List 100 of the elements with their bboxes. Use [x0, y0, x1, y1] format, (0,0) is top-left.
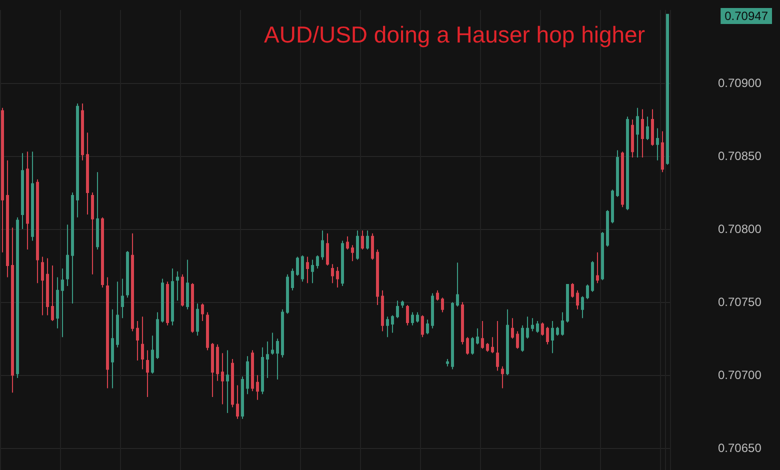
y-tick-label: 0.70900 — [718, 76, 762, 90]
candlestick — [51, 265, 54, 322]
candlestick — [216, 344, 219, 382]
candlestick — [306, 256, 309, 284]
candlestick — [236, 384, 239, 420]
candlestick — [361, 230, 364, 250]
candlestick — [311, 259, 314, 284]
candlestick — [71, 192, 74, 304]
candlestick — [641, 108, 644, 158]
candlestick — [611, 189, 614, 224]
candlestick — [456, 262, 459, 307]
candlestick — [506, 308, 509, 376]
candlestick — [546, 326, 549, 345]
y-tick-label: 0.70850 — [718, 149, 762, 164]
candlestick — [666, 14, 669, 166]
candlestick — [281, 308, 284, 358]
candlestick — [571, 282, 574, 298]
candlestick — [421, 314, 424, 338]
candlestick — [171, 268, 174, 326]
candlestick — [101, 216, 104, 288]
candlestick — [521, 324, 524, 352]
candlestick — [81, 102, 84, 161]
candlestick — [221, 352, 224, 405]
candlestick — [436, 290, 439, 302]
candlestick — [6, 160, 9, 278]
candlestick — [501, 366, 504, 389]
candlestick — [596, 252, 599, 284]
candlestick — [346, 236, 349, 250]
candlestick — [416, 312, 419, 324]
candlestick — [661, 130, 664, 173]
candlestick — [321, 230, 324, 260]
candlestick — [176, 270, 179, 302]
candlestick — [196, 303, 199, 336]
candlestick — [26, 151, 29, 250]
candlestick — [471, 336, 474, 356]
candlestick — [41, 256, 44, 316]
candlestick — [266, 340, 269, 378]
candlestick — [621, 151, 624, 208]
candlestick — [411, 312, 414, 326]
candlestick — [401, 300, 404, 308]
text: 0.70947 — [724, 9, 768, 23]
candlestick — [181, 274, 184, 307]
candlestick — [446, 358, 449, 367]
text: AUD/USD doing a Hauser hop higher — [264, 22, 646, 48]
candlestick — [581, 296, 584, 319]
y-tick-label: 0.70650 — [718, 441, 762, 456]
candlestick — [106, 276, 109, 389]
candlestick — [206, 312, 209, 351]
candlestick — [511, 318, 514, 340]
candlestick — [441, 297, 444, 313]
candlestick — [631, 119, 634, 158]
candlestick — [146, 350, 149, 398]
candlestick — [466, 336, 469, 356]
candlestick — [261, 346, 264, 395]
candlestick — [156, 312, 159, 360]
candlestick — [121, 278, 124, 319]
candlestick — [536, 320, 539, 334]
candlestick — [601, 231, 604, 281]
candlestick — [526, 316, 529, 340]
candlestick — [331, 264, 334, 284]
candlestick — [586, 284, 589, 300]
candlestick — [66, 224, 69, 286]
candlestick — [391, 314, 394, 334]
candlestick — [326, 232, 329, 266]
candlestick — [371, 232, 374, 260]
y-tick-label: 0.70800 — [718, 222, 762, 236]
candlestick — [141, 316, 144, 370]
candlestick — [16, 216, 19, 378]
candlestick — [556, 326, 559, 336]
candlestick — [296, 256, 299, 276]
candlestick — [1, 107, 4, 253]
candlestick — [136, 320, 139, 361]
candlestick — [111, 308, 114, 389]
candlestick — [76, 102, 79, 218]
candlestick — [301, 254, 304, 282]
candlestick — [271, 332, 274, 356]
candlestick — [131, 232, 134, 332]
candlestick — [431, 292, 434, 329]
candlestick — [231, 358, 234, 408]
candlestick — [656, 128, 659, 161]
candlestick — [276, 338, 279, 380]
candlestick — [551, 320, 554, 354]
candlestick — [91, 192, 94, 275]
candlestick — [651, 108, 654, 146]
candlestick — [576, 290, 579, 310]
candlestick — [406, 304, 409, 326]
candlestick — [241, 376, 244, 420]
candlestick — [461, 302, 464, 345]
candlestick — [11, 227, 14, 394]
candlestick — [246, 356, 249, 395]
candlestick — [86, 132, 89, 215]
candlestick — [251, 350, 254, 392]
candlestick — [531, 318, 534, 332]
candlestick — [606, 210, 609, 248]
candlestick — [126, 250, 129, 298]
candlestick — [316, 254, 319, 269]
candlestick — [566, 284, 569, 324]
candlestick — [561, 312, 564, 336]
candlestick — [636, 107, 639, 158]
candlestick — [36, 178, 39, 284]
